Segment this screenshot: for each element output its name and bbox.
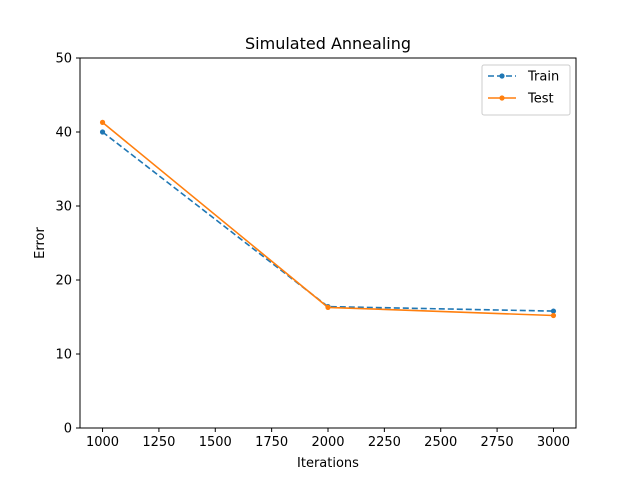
y-tick-label: 50: [55, 52, 72, 67]
y-tick-label: 40: [55, 126, 72, 141]
series-line-train: [102, 131, 554, 312]
y-tick-label: 0: [64, 422, 72, 437]
data-point-train: [99, 129, 106, 135]
x-tick-label: 1000: [86, 435, 119, 450]
y-axis-label: Error: [33, 227, 48, 259]
legend-marker-train: [499, 73, 505, 79]
legend-label-test: Test: [527, 92, 554, 107]
y-tick-label: 10: [55, 348, 72, 363]
x-axis-label: Iterations: [297, 456, 359, 471]
x-tick-label: 3000: [537, 435, 570, 450]
chart-title: Simulated Annealing: [245, 34, 411, 53]
plot-area: [99, 119, 557, 319]
x-tick-label: 1500: [199, 435, 232, 450]
data-point-test: [99, 119, 106, 125]
x-tick-label: 2500: [424, 435, 457, 450]
x-tick-label: 2750: [481, 435, 514, 450]
x-tick-label: 1750: [255, 435, 288, 450]
data-point-train: [550, 308, 557, 314]
data-point-test: [550, 312, 557, 319]
legend: Train Test: [481, 64, 571, 116]
x-axis: 1000 1250 1500 1750 2000 2250 2500 2750 3000: [86, 428, 570, 450]
x-tick-label: 2000: [311, 435, 344, 450]
y-axis: 0 10 20 30 40 50: [55, 52, 80, 437]
x-tick-label: 1250: [142, 435, 175, 450]
y-tick-label: 30: [55, 200, 72, 215]
legend-label-train: Train: [527, 70, 559, 85]
y-tick-label: 20: [55, 274, 72, 289]
legend-marker-test: [499, 95, 505, 101]
x-tick-label: 2250: [368, 435, 401, 450]
data-point-test: [325, 304, 331, 310]
